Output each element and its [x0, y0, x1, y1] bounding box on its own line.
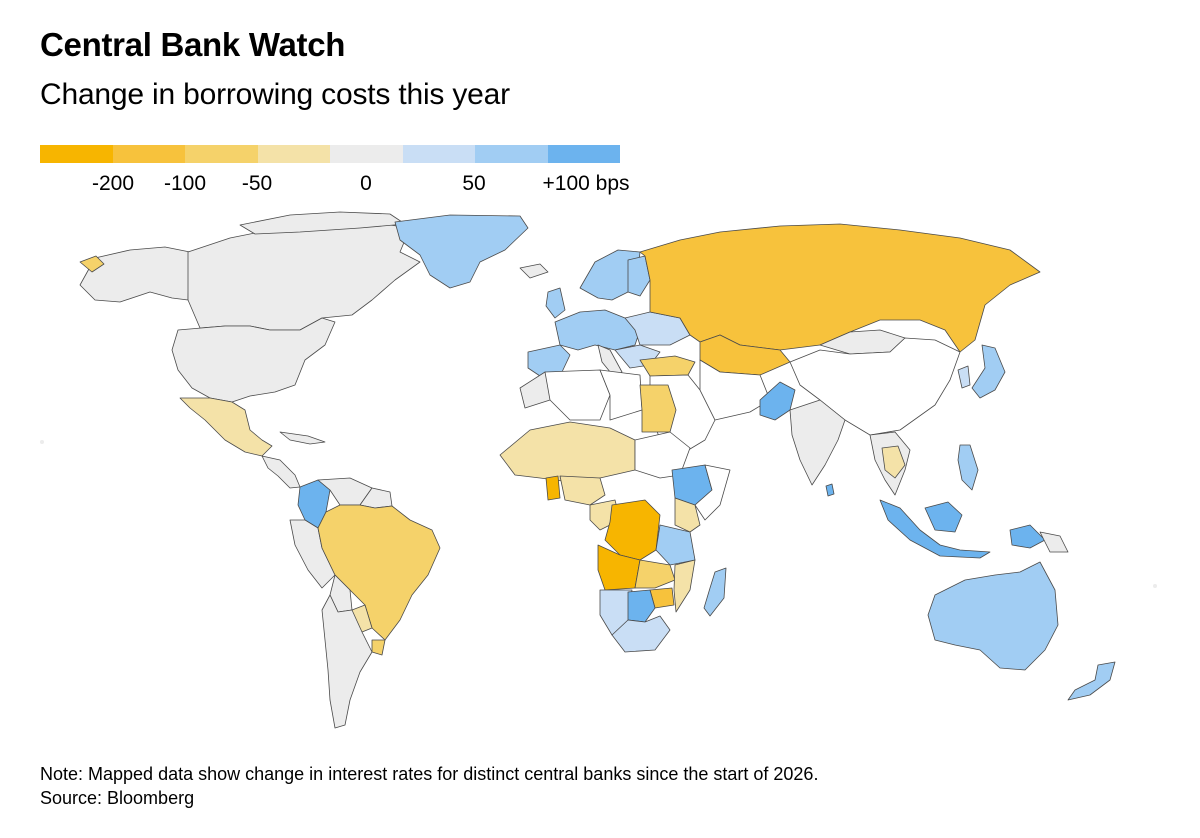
region-botswana: [627, 589, 656, 623]
region-kenya: [674, 497, 701, 533]
region-somalia: [694, 464, 731, 521]
legend-swatch-6: [402, 145, 475, 163]
world-map: [40, 211, 1157, 729]
region-new-zealand: [1067, 661, 1116, 701]
region-japan: [971, 344, 1006, 399]
legend-swatch-1: [40, 145, 113, 163]
legend-labels: -200 -100 -50 0 50 +100 bps: [0, 172, 700, 198]
legend-label: -200: [91, 172, 135, 195]
region-uk: [545, 287, 566, 319]
legend-label: +100 bps: [542, 172, 630, 195]
region-tanzania: [655, 524, 696, 566]
legend-label: -100: [163, 172, 207, 195]
region-zambia: [634, 559, 676, 589]
legend-swatch-3: [185, 145, 258, 163]
legend-swatch-5: [330, 145, 403, 163]
region-mozambique: [673, 559, 696, 613]
region-greenland: [394, 214, 529, 289]
source-line: Source: Bloomberg: [40, 788, 195, 808]
region-sri-lanka: [825, 483, 835, 497]
region-drc: [604, 499, 661, 561]
region-libya: [599, 369, 643, 421]
region-iceland: [519, 263, 549, 279]
footnote: Note: Mapped data show change in interes…: [40, 764, 819, 784]
region-hawaii: [40, 440, 44, 444]
region-canada: [187, 221, 421, 331]
region-indonesia-west: [879, 499, 991, 559]
region-philippines: [957, 444, 979, 491]
legend-label: 0: [360, 172, 372, 195]
region-nigeria: [559, 475, 606, 506]
region-egypt: [639, 384, 677, 433]
region-ghana: [545, 475, 561, 501]
region-papua: [1009, 524, 1046, 549]
region-india: [789, 399, 846, 486]
region-mexico: [179, 397, 273, 457]
legend-swatch-7: [475, 145, 548, 163]
chart-subtitle: Change in borrowing costs this year: [40, 78, 510, 111]
region-aleutian: [79, 255, 105, 273]
region-alaska: [79, 246, 191, 303]
region-argentina: [321, 594, 373, 729]
region-russia: [639, 223, 1041, 353]
region-korea: [957, 365, 971, 389]
region-caribbean: [279, 431, 326, 445]
region-usa: [171, 317, 336, 403]
chart-title: Central Bank Watch: [40, 26, 346, 63]
color-legend: [40, 145, 620, 163]
region-uruguay: [371, 639, 386, 656]
legend-label: 50: [462, 172, 486, 195]
region-south-africa: [611, 615, 671, 653]
region-borneo: [924, 501, 963, 533]
legend-label: -50: [241, 172, 273, 195]
legend-swatch-8: [547, 145, 620, 163]
region-algeria: [544, 369, 611, 421]
legend-swatch-2: [112, 145, 185, 163]
region-fiji: [1153, 584, 1157, 588]
region-png: [1039, 531, 1069, 553]
region-central-america: [261, 455, 301, 489]
region-finland: [627, 255, 651, 297]
region-madagascar: [703, 567, 727, 617]
region-australia: [927, 561, 1059, 671]
region-thailand: [881, 445, 906, 479]
region-sahel: [499, 421, 636, 483]
region-turkey: [639, 355, 696, 377]
legend-swatch-4: [257, 145, 330, 163]
region-western-europe: [554, 309, 641, 351]
